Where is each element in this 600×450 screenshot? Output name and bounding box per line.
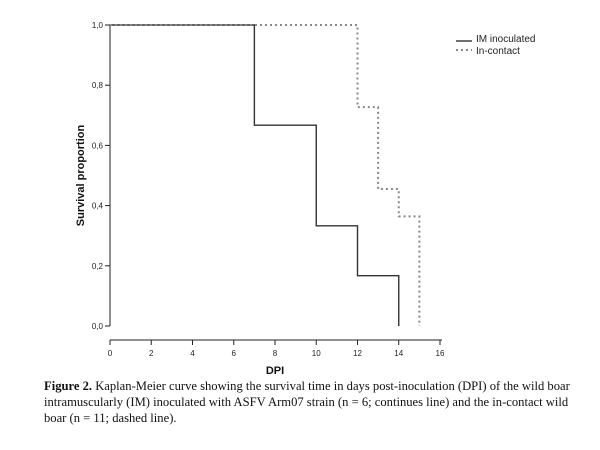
y-tick-label: 1,0 xyxy=(92,21,104,30)
x-tick-label: 0 xyxy=(108,349,113,358)
y-axis-title: Survival proportion xyxy=(75,124,87,226)
x-tick-label: 8 xyxy=(273,349,278,358)
x-tick-label: 4 xyxy=(190,349,195,358)
figure-caption: Figure 2. Kaplan-Meier curve showing the… xyxy=(44,378,592,426)
x-axis-title: DPI xyxy=(266,365,284,375)
kaplan-meier-chart: 0 2 4 6 8 10 12 14 16 0,0 0,2 0,4 0,6 0,8 1,0 DPI Surviv… xyxy=(75,21,535,375)
x-tick-label: 2 xyxy=(149,349,154,358)
figure-caption-label: Figure 2. xyxy=(44,379,93,393)
y-tick-label: 0,8 xyxy=(92,81,104,90)
series-line-in-contact xyxy=(110,24,421,326)
y-tick-label: 0,2 xyxy=(92,262,104,271)
y-tick-label: 0,4 xyxy=(92,202,104,211)
figure-caption-text: Kaplan-Meier curve showing the survival … xyxy=(44,379,570,425)
x-tick-label: 16 xyxy=(436,349,445,358)
plot-area: 0 2 4 6 8 10 12 14 16 0,0 0,2 0,4 0,6 0,8 1,0 DPI Surviv… xyxy=(75,21,535,375)
y-tick-label: 0,6 xyxy=(92,141,104,150)
legend-label: IM inoculated xyxy=(476,34,535,45)
x-tick-label: 12 xyxy=(353,349,362,358)
x-tick-label: 14 xyxy=(394,349,403,358)
legend-label: In-contact xyxy=(476,46,520,57)
series-line-im-inoculated xyxy=(110,24,400,326)
x-tick-label: 10 xyxy=(312,349,321,358)
y-tick-label: 0,0 xyxy=(92,322,104,331)
x-tick-label: 6 xyxy=(232,349,237,358)
